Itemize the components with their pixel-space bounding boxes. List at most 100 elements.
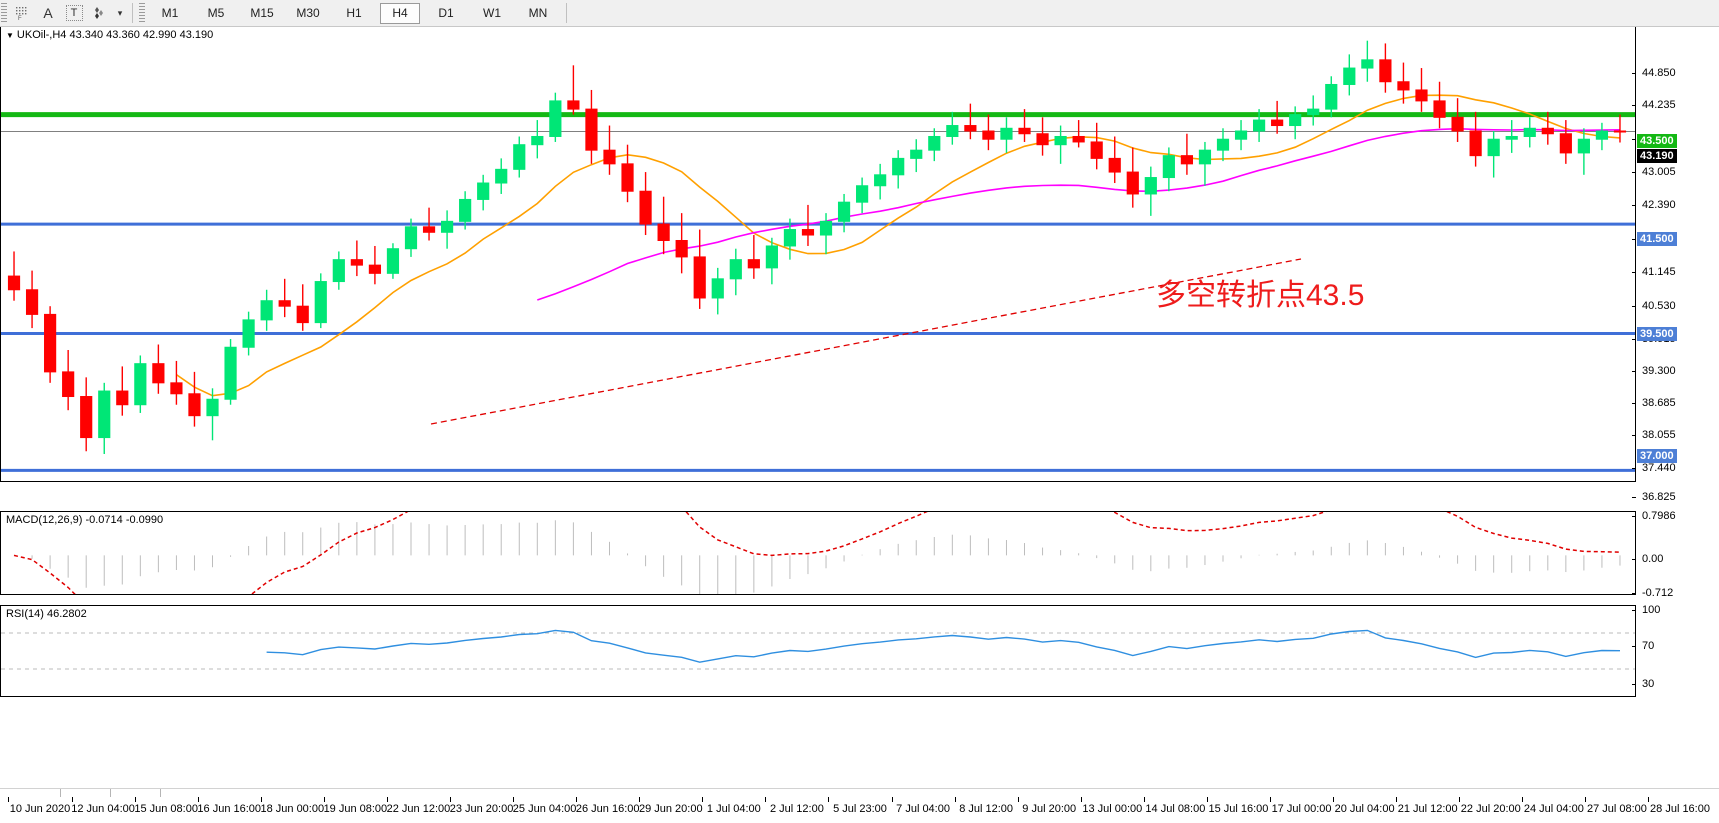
time-axis-label: 17 Jul 00:00 — [1271, 803, 1332, 815]
timeframe-w1[interactable]: W1 — [483, 5, 501, 20]
macd-tick-label: 0.00 — [1642, 553, 1664, 565]
price-tag-blue: 39.500 — [1637, 327, 1677, 341]
price-tag-black: 43.190 — [1637, 149, 1677, 163]
toolbar-separator-2 — [566, 3, 567, 23]
time-axis-label: 8 Jul 12:00 — [959, 803, 1014, 815]
timeframe-d1[interactable]: D1 — [438, 5, 454, 20]
macd-label: MACD(12,26,9) -0.0714 -0.0990 — [6, 514, 164, 526]
collapse-arrow-icon[interactable]: ▼ — [6, 31, 14, 40]
price-tick-label: 43.005 — [1642, 166, 1676, 178]
symbol-ohlc-label: UKOil-,H4 43.340 43.360 42.990 43.190 — [16, 29, 214, 41]
timeframe-m1[interactable]: M1 — [161, 5, 179, 20]
main-toolbar: F A T ▾ M1 M5 M15 M30 H1 H4 D1 W1 MN — [0, 0, 1719, 27]
price-scale[interactable]: 44.85044.23543.62043.00542.39041.76041.1… — [1631, 27, 1719, 796]
time-axis-label: 26 Jun 16:00 — [575, 803, 640, 815]
price-tick: 44.235 — [1632, 99, 1676, 111]
time-axis-label: 7 Jul 04:00 — [896, 803, 950, 815]
price-tag-blue: 37.000 — [1637, 449, 1677, 463]
macd-svg — [13, 512, 1621, 594]
macd-tick-label: 0.7986 — [1642, 510, 1676, 522]
price-tick: 39.300 — [1632, 365, 1676, 377]
chevron-down-icon[interactable]: ▾ — [117, 7, 123, 18]
time-axis-label: 23 Jun 20:00 — [449, 803, 514, 815]
rsi-tick: 100 — [1631, 604, 1661, 616]
time-axis-label: 25 Jun 04:00 — [512, 803, 577, 815]
price-tick: 40.530 — [1632, 300, 1676, 312]
price-tick-label: 44.850 — [1642, 67, 1676, 79]
timeframe-mn[interactable]: MN — [528, 5, 548, 20]
macd-tick: -0.712 — [1631, 587, 1673, 599]
status-bar-segment — [110, 789, 161, 797]
time-axis-label: 5 Jul 23:00 — [833, 803, 887, 815]
timeframe-m15[interactable]: M15 — [250, 5, 274, 20]
chart-area[interactable]: ▼ UKOil-,H4 43.340 43.360 42.990 43.190 多… — [0, 27, 1719, 823]
macd-tick: 0.7986 — [1632, 510, 1676, 522]
price-tick: 41.145 — [1632, 266, 1676, 278]
time-axis-label: 27 Jul 08:00 — [1586, 803, 1647, 815]
price-tick-label: 40.530 — [1642, 300, 1676, 312]
rsi-svg — [1, 629, 1635, 670]
price-tick: 42.390 — [1632, 199, 1676, 211]
time-axis-label: 19 Jun 08:00 — [323, 803, 388, 815]
time-axis-label: 22 Jul 20:00 — [1460, 803, 1521, 815]
price-candles-svg — [1, 40, 1635, 472]
price-tick-label: 42.390 — [1642, 199, 1676, 211]
rsi-tick-label: 70 — [1642, 640, 1655, 652]
macd-panel[interactable]: MACD(12,26,9) -0.0714 -0.0990 — [0, 511, 1636, 595]
price-tick: 43.005 — [1632, 166, 1676, 178]
rsi-tick: 30 — [1631, 678, 1655, 690]
timeframe-h1[interactable]: H1 — [346, 5, 362, 20]
price-tag-green: 43.500 — [1637, 134, 1677, 148]
time-axis-label: 21 Jul 12:00 — [1397, 803, 1458, 815]
time-axis-label: 2 Jul 12:00 — [770, 803, 824, 815]
price-tag-blue: 41.500 — [1637, 232, 1677, 246]
status-bar — [0, 788, 1719, 797]
price-tick: 37.440 — [1632, 462, 1676, 474]
price-tick-label: 41.145 — [1642, 266, 1676, 278]
price-tick-label: 37.440 — [1642, 462, 1676, 474]
time-axis-label: 20 Jul 04:00 — [1334, 803, 1395, 815]
macd-tick: 0.00 — [1631, 553, 1664, 565]
grid-f-icon[interactable]: F — [9, 2, 35, 24]
time-axis-label: 9 Jul 20:00 — [1022, 803, 1077, 815]
rsi-tick-label: 100 — [1642, 604, 1661, 616]
time-axis-label: 18 Jun 00:00 — [260, 803, 325, 815]
price-tick: 36.825 — [1632, 491, 1676, 503]
price-tick-label: 38.685 — [1642, 397, 1676, 409]
time-axis-label: 15 Jul 16:00 — [1208, 803, 1269, 815]
price-tick-label: 36.825 — [1642, 491, 1676, 503]
symbol-label-row: ▼ UKOil-,H4 43.340 43.360 42.990 43.190 — [6, 29, 213, 41]
time-axis-label: 16 Jun 16:00 — [197, 803, 262, 815]
text-A-icon[interactable]: A — [43, 5, 53, 21]
time-axis-label: 29 Jun 20:00 — [638, 803, 703, 815]
price-tick: 44.850 — [1632, 67, 1676, 79]
time-axis-label: 10 Jun 2020 — [9, 803, 71, 815]
time-axis-label: 28 Jul 16:00 — [1650, 803, 1710, 815]
timeframe-h4[interactable]: H4 — [380, 2, 420, 24]
timeframe-drag-handle[interactable] — [139, 3, 145, 23]
time-axis: 10 Jun 2020 12 Jun 04:00 15 Jun 08:00 16 Ju… — [0, 796, 1719, 823]
rsi-tick-label: 30 — [1642, 678, 1655, 690]
price-tick: 38.055 — [1632, 429, 1676, 441]
time-axis-label: 14 Jul 08:00 — [1145, 803, 1206, 815]
price-panel[interactable]: ▼ UKOil-,H4 43.340 43.360 42.990 43.190 多… — [0, 27, 1636, 482]
svg-text:F: F — [18, 16, 22, 21]
chart-annotation-text: 多空转折点43.5 — [1156, 279, 1365, 312]
rsi-panel[interactable]: RSI(14) 46.2802 — [0, 605, 1636, 697]
time-axis-label: 22 Jun 12:00 — [386, 803, 451, 815]
toolbar-drag-handle[interactable] — [1, 3, 7, 23]
price-tick: 38.685 — [1632, 397, 1676, 409]
objects-list-icon[interactable] — [87, 2, 113, 24]
timeframe-m5[interactable]: M5 — [207, 5, 225, 20]
price-tick-label: 44.235 — [1642, 99, 1676, 111]
toolbar-separator — [132, 3, 133, 23]
status-bar-segment — [60, 789, 111, 797]
rsi-label: RSI(14) 46.2802 — [6, 608, 87, 620]
time-axis-label: 15 Jun 08:00 — [134, 803, 198, 815]
time-axis-label: 1 Jul 04:00 — [706, 803, 761, 815]
timeframe-m30[interactable]: M30 — [296, 5, 320, 20]
text-box-icon[interactable]: T — [61, 2, 87, 24]
status-bar-segment — [0, 789, 61, 797]
time-axis-label: 24 Jul 04:00 — [1523, 803, 1584, 815]
time-axis-label: 12 Jun 04:00 — [71, 803, 135, 815]
